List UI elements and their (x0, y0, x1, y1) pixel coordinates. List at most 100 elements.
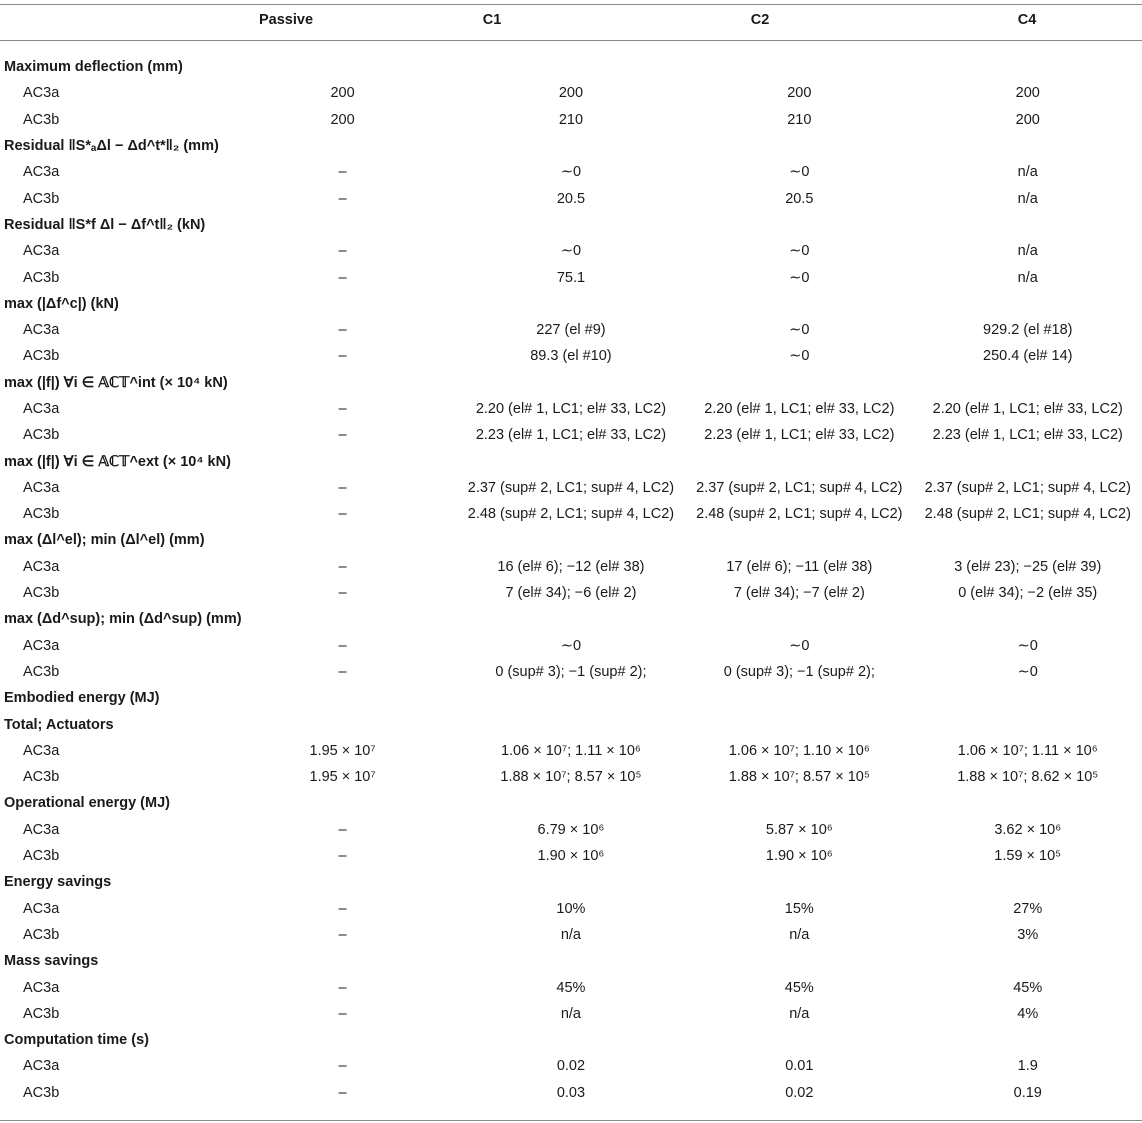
table-cell-c1: 1.90 × 10⁶ (537, 848, 605, 865)
table-cell-c2: 7 (el# 34); −7 (el# 2) (733, 585, 865, 602)
row-label: AC3a (23, 900, 60, 917)
table-cell-c4: n/a (1017, 164, 1038, 181)
table-cell-c1: 0.02 (556, 1058, 586, 1075)
row-label: AC3b (23, 111, 60, 128)
table-cell-c1: 210 (558, 111, 584, 128)
table-cell-c1: 1.88 × 10⁷; 8.57 × 10⁵ (500, 769, 642, 786)
row-label: AC3a (23, 821, 60, 838)
table-cell-c4: 250.4 (el# 14) (983, 348, 1073, 365)
table-cell-c2: 1.88 × 10⁷; 8.57 × 10⁵ (728, 769, 870, 786)
table-cell-c4: 45% (1013, 979, 1043, 996)
section-header-row: Residual ‖S*ₐΔl − Δd^t*‖₂ (mm) (0, 133, 1142, 159)
table-cell-c1: 6.79 × 10⁶ (537, 821, 605, 838)
section-header-row: Mass savings (0, 948, 1142, 974)
table-cell-c2: 15% (784, 900, 814, 917)
header-c1: C1 (482, 12, 502, 28)
table-cell-c1: 2.20 (el# 1, LC1; el# 33, LC2) (475, 401, 667, 417)
table-cell-passive: – (338, 979, 347, 996)
table-cell-c4: 0.19 (1013, 1084, 1042, 1101)
table-cell-c4: 1.88 × 10⁷; 8.62 × 10⁵ (957, 769, 1099, 786)
table-row: AC3b – 75.1 ∼0 n/a (0, 264, 1142, 290)
table-cell-c1: 2.23 (el# 1, LC1; el# 33, LC2) (475, 427, 667, 444)
table-cell-passive: – (338, 479, 347, 496)
table-cell-c2: ∼0 (789, 243, 810, 260)
table-cell-passive: – (338, 322, 347, 339)
table-cell-c2: 200 (787, 85, 812, 102)
table-cell-c2: 0.01 (785, 1058, 814, 1075)
table-row: AC3b – n/a n/a 3% (0, 922, 1142, 948)
section-header-row: max (Δl^el); min (Δl^el) (mm) (0, 527, 1142, 553)
table-row: AC3b 200 210 210 200 (0, 107, 1142, 133)
table-cell-c1: 227 (el #9) (536, 322, 606, 339)
table-cell-c4: ∼0 (1017, 637, 1038, 654)
section-title: Computation time (s) (4, 1032, 149, 1049)
section-header-row: max (|Δf^c|) (kN) (0, 291, 1142, 317)
table-cell-c2: 2.20 (el# 1, LC1; el# 33, LC2) (704, 401, 895, 417)
header-c4: C4 (1017, 12, 1037, 28)
section-header-row: Maximum deflection (mm) (0, 54, 1142, 80)
section-header-row: Embodied energy (MJ) (0, 685, 1142, 711)
table-row: AC3b – 1.90 × 10⁶ 1.90 × 10⁶ 1.59 × 10⁵ (0, 843, 1142, 869)
row-label: AC3a (23, 558, 60, 575)
table-cell-c2: 45% (784, 979, 814, 996)
section-header-row: max (|f|) ∀i ∈ 𝔸ℂ𝕋^ext (× 10⁴ kN) (0, 448, 1142, 474)
table-row: AC3b – 0.03 0.02 0.19 (0, 1080, 1142, 1106)
table-cell-c4: n/a (1017, 269, 1038, 286)
table-cell-c4: 2.20 (el# 1, LC1; el# 33, LC2) (932, 401, 1123, 417)
table-cell-c1: 45% (556, 979, 586, 996)
row-label: AC3b (23, 190, 60, 207)
table-body: Maximum deflection (mm) AC3a 200 200 200 200 A… (0, 54, 1142, 1106)
table-row: AC3b – 0 (sup# 3); −1 (sup# 2); 0 (sup# 3);… (0, 659, 1142, 685)
table-row: AC3b 1.95 × 10⁷ 1.88 × 10⁷; 8.57 × 10⁵ 1.88… (0, 764, 1142, 790)
table-top-rule (0, 4, 1142, 5)
table-cell-c4: ∼0 (1017, 663, 1038, 680)
table-row: AC3a – ∼0 ∼0 ∼0 (0, 633, 1142, 659)
table-cell-passive: – (338, 1058, 347, 1075)
table-cell-c4: 3 (el# 23); −25 (el# 39) (954, 558, 1102, 575)
table-cell-c1: n/a (560, 1005, 582, 1022)
table-row: AC3b – 20.5 20.5 n/a (0, 185, 1142, 211)
table-cell-c1: 20.5 (556, 190, 586, 207)
table-cell-c4: 3.62 × 10⁶ (994, 821, 1062, 838)
row-label: AC3b (23, 663, 60, 680)
table-cell-passive: – (338, 269, 347, 286)
table-row: AC3a – 16 (el# 6); −12 (el# 38) 17 (el# 6);… (0, 554, 1142, 580)
table-row: AC3a – 227 (el #9) ∼0 929.2 (el #18) (0, 317, 1142, 343)
table-cell-passive: – (338, 926, 347, 943)
section-title: Residual ‖S*ₐΔl − Δd^t*‖₂ (mm) (4, 138, 219, 155)
table-cell-c2: 0.02 (785, 1084, 814, 1101)
row-label: AC3a (23, 1058, 60, 1075)
row-label: AC3a (23, 401, 60, 417)
table-cell-passive: – (338, 848, 347, 865)
table-cell-passive: 200 (330, 85, 355, 102)
table-cell-c1: n/a (560, 926, 582, 943)
row-label: AC3a (23, 164, 60, 181)
table-cell-passive: – (338, 401, 347, 417)
table-row: AC3a – 6.79 × 10⁶ 5.87 × 10⁶ 3.62 × 10⁶ (0, 817, 1142, 843)
table-cell-c2: ∼0 (789, 322, 810, 339)
row-label: AC3b (23, 1084, 60, 1101)
row-label: AC3b (23, 506, 60, 523)
section-title: Residual ‖S*f Δl − Δf^t‖₂ (kN) (4, 216, 206, 233)
table-row: AC3a – 2.20 (el# 1, LC1; el# 33, LC2) 2.20 … (0, 396, 1142, 422)
section-title: Operational energy (MJ) (4, 795, 170, 812)
table-cell-c4: 200 (1015, 85, 1040, 102)
row-label: AC3b (23, 269, 60, 286)
section-header-row: max (|f|) ∀i ∈ 𝔸ℂ𝕋^int (× 10⁴ kN) (0, 370, 1142, 396)
table-cell-c2: 20.5 (785, 190, 814, 207)
table-cell-c4: 1.06 × 10⁷; 1.11 × 10⁶ (957, 742, 1098, 759)
section-header-row: max (Δd^sup); min (Δd^sup) (mm) (0, 606, 1142, 632)
section-title: max (Δl^el); min (Δl^el) (mm) (4, 532, 205, 549)
header-rule (0, 40, 1142, 41)
table-cell-c2: ∼0 (789, 269, 810, 286)
header-c2: C2 (750, 12, 770, 28)
table-row: AC3a – 10% 15% 27% (0, 896, 1142, 922)
table-cell-c2: 2.48 (sup# 2, LC1; sup# 4, LC2) (696, 506, 903, 523)
header-passive: Passive (258, 12, 314, 28)
table-cell-c1: 1.06 × 10⁷; 1.11 × 10⁶ (500, 742, 641, 759)
section-title: Energy savings (4, 874, 112, 891)
table-cell-passive: – (338, 821, 347, 838)
table-cell-c4: 0 (el# 34); −2 (el# 35) (958, 585, 1098, 602)
table-cell-c4: 1.59 × 10⁵ (994, 848, 1062, 865)
table-cell-passive: – (338, 427, 347, 444)
